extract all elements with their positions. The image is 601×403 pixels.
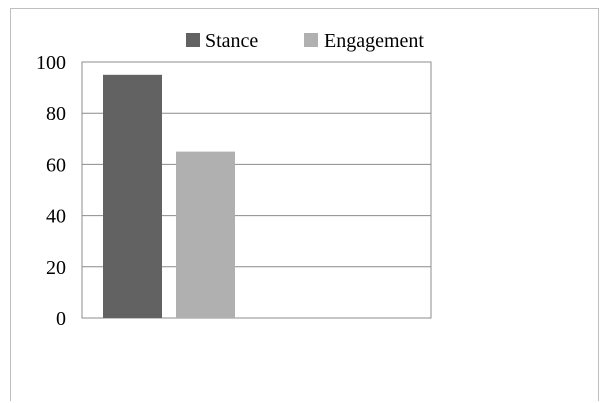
chart-legend: Stance Engagement bbox=[186, 30, 424, 52]
y-axis: 0 20 40 60 80 100 bbox=[36, 52, 66, 330]
y-tick-label: 20 bbox=[46, 257, 66, 279]
plot-border bbox=[81, 61, 432, 319]
legend-swatch-stance bbox=[186, 33, 200, 47]
plot-area bbox=[81, 61, 432, 319]
y-tick-label: 60 bbox=[46, 154, 66, 176]
legend-label-engagement: Engagement bbox=[324, 30, 424, 52]
chart-frame bbox=[10, 8, 599, 401]
y-tick-label: 0 bbox=[56, 308, 66, 330]
legend-swatch-engagement bbox=[304, 33, 318, 47]
bar-stance bbox=[103, 74, 162, 318]
legend-label-stance: Stance bbox=[205, 30, 258, 52]
bar-engagement bbox=[176, 151, 235, 318]
y-tick-label: 100 bbox=[36, 52, 66, 74]
bars bbox=[103, 74, 235, 318]
y-tick-label: 40 bbox=[46, 206, 66, 228]
y-tick-label: 80 bbox=[46, 103, 66, 125]
